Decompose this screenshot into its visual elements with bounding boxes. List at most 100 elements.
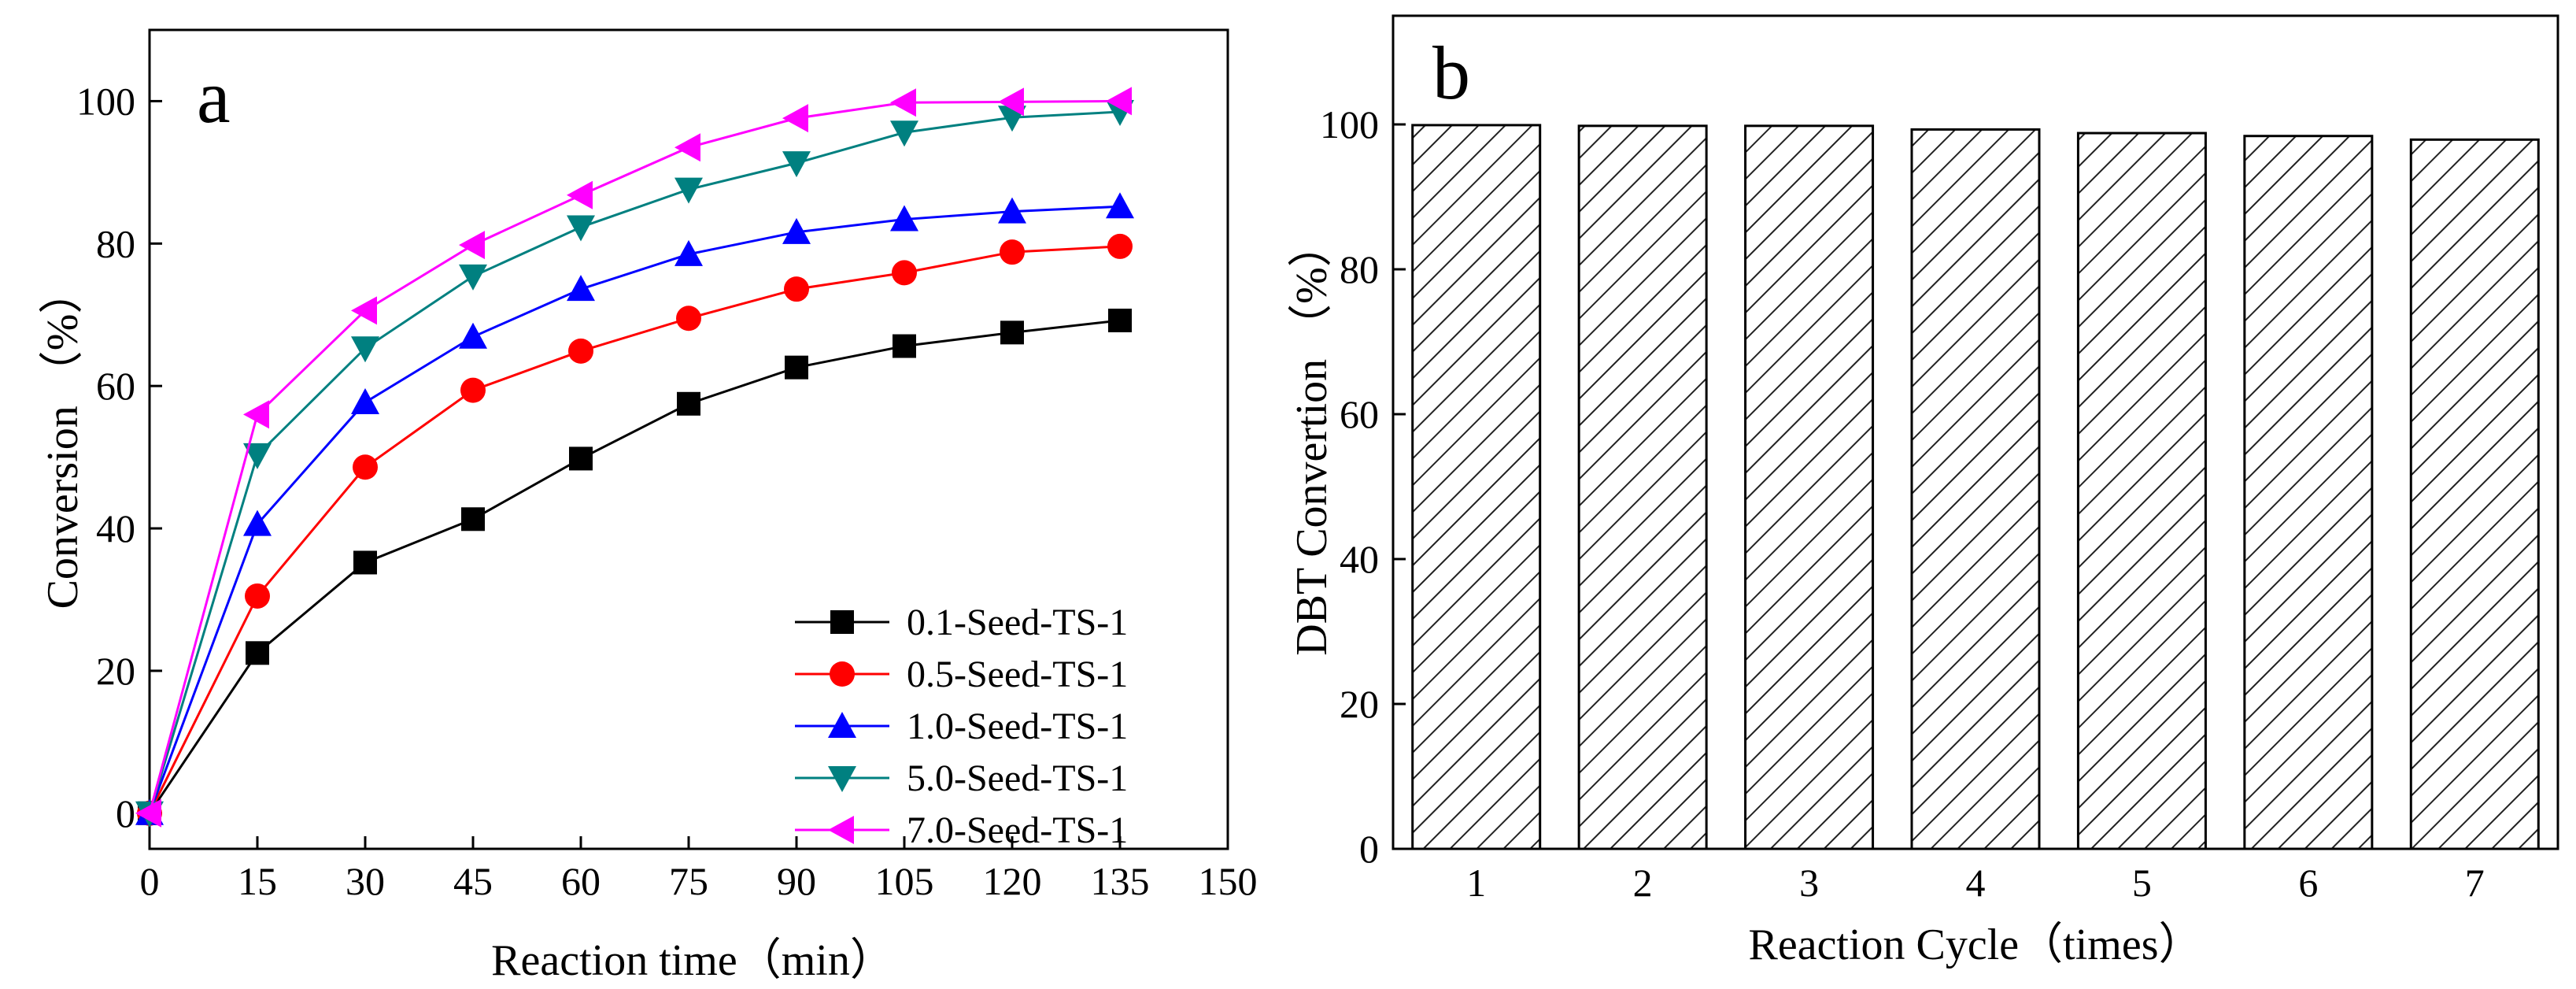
- x-tick-label: 150: [1199, 859, 1258, 903]
- legend-label: 7.0-Seed-TS-1: [907, 809, 1128, 851]
- data-point-square: [830, 610, 854, 634]
- panel-b-y-axis-label: DBT Convertion （%）: [1288, 223, 1336, 656]
- data-point-triangle-up: [782, 217, 811, 244]
- data-point-triangle-up: [1106, 192, 1134, 219]
- legend-item: 5.0-Seed-TS-1: [795, 757, 1128, 799]
- legend-item: 0.5-Seed-TS-1: [795, 654, 1128, 695]
- data-point-circle: [1000, 239, 1025, 265]
- series-line: [148, 205, 1121, 814]
- data-point-triangle-left: [674, 133, 700, 162]
- data-point-triangle-down: [828, 766, 856, 792]
- legend-label: 0.5-Seed-TS-1: [907, 654, 1128, 695]
- x-tick-label: 6: [2298, 861, 2318, 905]
- data-point-square: [569, 446, 593, 471]
- series-line: [148, 110, 1121, 814]
- x-tick-label: 7: [2465, 861, 2485, 905]
- data-point-triangle-left: [782, 104, 808, 133]
- x-tick-label: 75: [669, 859, 708, 903]
- x-tick-label: 90: [777, 859, 816, 903]
- bar: [2243, 135, 2374, 850]
- panel-b-bars-group: [1411, 124, 2540, 850]
- series-7.0-seed-ts-1: [135, 87, 1132, 828]
- data-point-circle: [830, 661, 855, 687]
- data-point-triangle-left: [351, 296, 377, 325]
- bar: [1411, 124, 1542, 850]
- y-tick-label: 20: [1340, 682, 1379, 726]
- x-tick-label: 15: [238, 859, 277, 903]
- series-0.1-seed-ts-1: [138, 308, 1132, 825]
- x-tick-label: 5: [2132, 861, 2152, 905]
- data-point-triangle-left: [1106, 87, 1132, 116]
- panel-b-bar-chart: 0 20 40 60 80 100 1 2 3 4 5 6 7 b Reaction Cycle（tim…: [1288, 14, 2559, 969]
- data-point-circle: [676, 306, 701, 332]
- y-tick-label: 40: [96, 506, 135, 550]
- panel-a-x-axis-label: Reaction time（min）: [491, 936, 894, 985]
- data-point-square: [785, 355, 808, 380]
- y-tick-label: 60: [96, 364, 135, 408]
- bar: [1744, 124, 1875, 850]
- x-tick-label: 135: [1091, 859, 1150, 903]
- data-point-circle: [568, 338, 593, 364]
- y-tick-label: 80: [1340, 247, 1379, 291]
- data-point-triangle-up: [243, 509, 272, 536]
- legend-label: 0.1-Seed-TS-1: [907, 602, 1128, 643]
- data-point-triangle-up: [828, 712, 856, 738]
- data-point-triangle-down: [890, 120, 918, 147]
- x-tick-label: 3: [1799, 861, 1819, 905]
- panel-a-ticks: 0 15 30 45 60 75 90 105 120 135 150 0 20 40 60 80 100: [76, 79, 1258, 903]
- data-point-triangle-up: [890, 205, 918, 232]
- data-point-triangle-down: [351, 336, 379, 363]
- y-tick-label: 40: [1340, 537, 1379, 581]
- data-point-circle: [784, 276, 809, 302]
- legend-item: 1.0-Seed-TS-1: [795, 706, 1128, 747]
- data-point-triangle-left: [135, 798, 161, 828]
- panel-a-y-axis-label: Conversion （%）: [39, 270, 87, 609]
- y-tick-label: 100: [76, 79, 135, 123]
- data-point-circle: [1107, 233, 1133, 259]
- data-point-triangle-down: [674, 177, 703, 204]
- y-tick-label: 0: [1359, 827, 1379, 871]
- panel-a-legend: 0.1-Seed-TS-1 0.5-Seed-TS-1 1.0-Seed-TS-1 5…: [795, 602, 1128, 851]
- data-point-circle: [460, 377, 486, 403]
- panel-b-ticks: 0 20 40 60 80 100 1 2 3 4 5 6 7: [1320, 102, 2485, 905]
- data-point-square: [1108, 308, 1132, 332]
- x-tick-label: 1: [1466, 861, 1486, 905]
- data-point-triangle-left: [243, 400, 269, 429]
- legend-item: 0.1-Seed-TS-1: [795, 602, 1128, 643]
- series-5.0-seed-ts-1: [135, 100, 1134, 828]
- series-line: [148, 245, 1121, 814]
- data-point-circle: [892, 260, 917, 286]
- bar: [1910, 128, 2041, 850]
- data-point-triangle-left: [828, 816, 854, 844]
- y-tick-label: 0: [116, 791, 135, 835]
- panel-a-label: a: [197, 54, 231, 139]
- data-point-square: [677, 391, 700, 416]
- x-tick-label: 0: [140, 859, 160, 903]
- data-point-triangle-down: [782, 151, 811, 178]
- bar: [2409, 138, 2540, 850]
- data-point-circle: [353, 454, 378, 480]
- x-tick-label: 60: [561, 859, 601, 903]
- data-point-triangle-left: [567, 180, 593, 209]
- data-point-square: [893, 334, 916, 358]
- data-point-triangle-left: [890, 88, 916, 117]
- x-tick-label: 45: [453, 859, 493, 903]
- bar: [1577, 124, 1708, 850]
- x-tick-label: 30: [346, 859, 385, 903]
- legend-label: 5.0-Seed-TS-1: [907, 757, 1128, 799]
- y-tick-label: 100: [1320, 102, 1379, 146]
- legend-item: 7.0-Seed-TS-1: [795, 809, 1128, 851]
- data-point-triangle-left: [459, 231, 485, 260]
- y-tick-label: 60: [1340, 392, 1379, 436]
- data-point-triangle-down: [459, 264, 487, 291]
- data-point-triangle-up: [459, 322, 487, 349]
- series-line: [148, 99, 1121, 814]
- data-point-triangle-up: [998, 197, 1026, 224]
- x-tick-label: 2: [1633, 861, 1653, 905]
- panel-b-label: b: [1432, 31, 1470, 115]
- data-point-square: [353, 550, 377, 575]
- series-line: [148, 319, 1121, 814]
- data-point-triangle-down: [243, 443, 272, 469]
